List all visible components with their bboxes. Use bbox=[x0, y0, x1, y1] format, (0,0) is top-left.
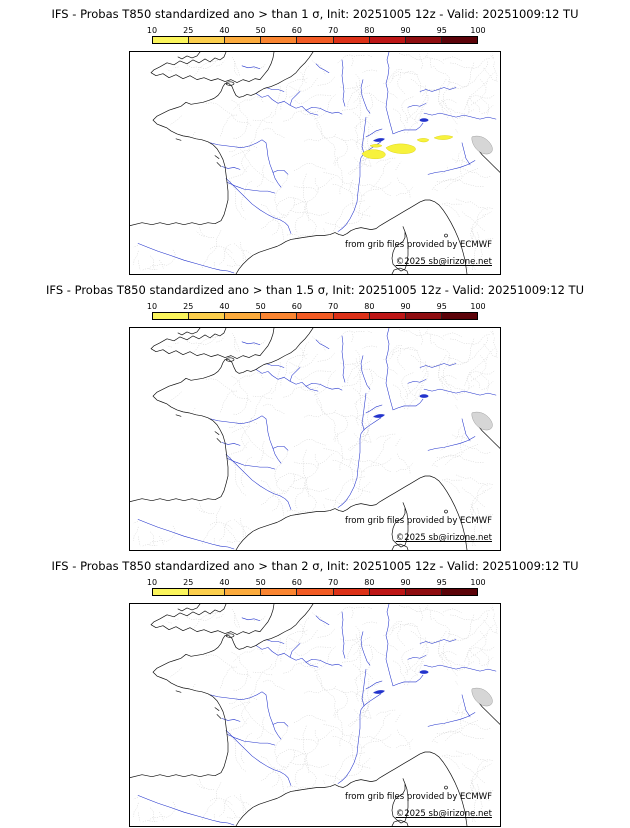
colorbar-segment bbox=[261, 313, 298, 319]
colorbar-segment bbox=[261, 589, 298, 595]
panel-title: IFS - Probas T850 standardized ano > tha… bbox=[46, 283, 584, 297]
colorbar-segment bbox=[333, 313, 370, 319]
colorbar-tick: 100 bbox=[470, 578, 486, 587]
colorbar-segment bbox=[153, 589, 190, 595]
colorbar-bar bbox=[152, 588, 478, 596]
colorbar-segment bbox=[297, 589, 334, 595]
colorbar-tick: 25 bbox=[183, 26, 194, 35]
colorbar-tick: 10 bbox=[146, 578, 158, 587]
colorbar-segment bbox=[405, 589, 442, 595]
anomaly-shading-layer bbox=[361, 135, 454, 159]
colorbar-tick: 100 bbox=[470, 26, 486, 35]
colorbar-tick: 95 bbox=[436, 578, 447, 587]
colorbar-tick: 80 bbox=[364, 26, 375, 35]
colorbar-tick: 70 bbox=[328, 578, 339, 587]
colorbar-tick: 80 bbox=[364, 578, 375, 587]
colorbar-tick: 90 bbox=[400, 302, 411, 311]
colorbar-segment bbox=[225, 313, 262, 319]
colorbar-bar bbox=[152, 36, 478, 44]
colorbar-tick: 95 bbox=[436, 302, 447, 311]
colorbar-tick: 10 bbox=[146, 26, 158, 35]
panel-title: IFS - Probas T850 standardized ano > tha… bbox=[51, 559, 579, 573]
colorbar-segment bbox=[369, 313, 406, 319]
colorbar-tick: 25 bbox=[183, 578, 194, 587]
colorbar-tick: 95 bbox=[436, 26, 447, 35]
map-sigma-1: from grib files provided by ECMWF ©2025 … bbox=[129, 51, 501, 275]
colorbar-segment bbox=[225, 37, 262, 43]
colorbar-tick: 70 bbox=[328, 26, 339, 35]
credit-copyright: ©2025 sb@irizone.net bbox=[395, 809, 492, 819]
colorbar-tick: 25 bbox=[183, 302, 194, 311]
colorbar-tick: 70 bbox=[328, 302, 339, 311]
colorbar-ticks: 10 25 40 50 60 70 80 90 95 100 bbox=[147, 577, 486, 588]
colorbar-segment bbox=[189, 589, 226, 595]
credit-copyright: ©2025 sb@irizone.net bbox=[395, 257, 492, 267]
colorbar-segment bbox=[225, 589, 262, 595]
colorbar-ticks: 10 25 40 50 60 70 80 90 95 100 bbox=[147, 25, 486, 36]
colorbar-segment bbox=[333, 589, 370, 595]
colorbar-tick: 60 bbox=[291, 26, 302, 35]
colorbar-tick: 100 bbox=[470, 302, 486, 311]
colorbar-segment bbox=[405, 37, 442, 43]
colorbar-segment bbox=[369, 589, 406, 595]
colorbar-segment bbox=[297, 37, 334, 43]
colorbar-tick: 90 bbox=[400, 578, 411, 587]
colorbar-tick: 10 bbox=[146, 302, 158, 311]
colorbar-bar bbox=[152, 312, 478, 320]
colorbar-segment bbox=[297, 313, 334, 319]
colorbar-tick: 60 bbox=[291, 578, 302, 587]
credit-provider: from grib files provided by ECMWF bbox=[345, 240, 492, 250]
map-sigma-1-5: from grib files provided by ECMWF ©2025 … bbox=[129, 327, 501, 551]
colorbar-tick: 40 bbox=[219, 302, 230, 311]
colorbar-segment bbox=[369, 37, 406, 43]
colorbar-segment bbox=[441, 313, 477, 319]
colorbar-segment bbox=[261, 37, 298, 43]
credit-copyright: ©2025 sb@irizone.net bbox=[395, 533, 492, 543]
colorbar-segment bbox=[189, 313, 226, 319]
colorbar-tick: 40 bbox=[219, 578, 230, 587]
colorbar-tick: 50 bbox=[255, 26, 266, 35]
colorbar: 10 25 40 50 60 70 80 90 95 100 bbox=[147, 577, 486, 600]
colorbar-tick: 90 bbox=[400, 26, 411, 35]
panel-sigma-1-5: IFS - Probas T850 standardized ano > tha… bbox=[0, 276, 630, 552]
colorbar-segment bbox=[441, 37, 477, 43]
colorbar-segment bbox=[441, 589, 477, 595]
colorbar-segment bbox=[153, 37, 190, 43]
colorbar-segment bbox=[333, 37, 370, 43]
colorbar: 10 25 40 50 60 70 80 90 95 100 bbox=[147, 25, 486, 48]
map-sigma-2: from grib files provided by ECMWF ©2025 … bbox=[129, 603, 501, 827]
credit-provider: from grib files provided by ECMWF bbox=[345, 516, 492, 526]
colorbar-ticks: 10 25 40 50 60 70 80 90 95 100 bbox=[147, 301, 486, 312]
colorbar-tick: 60 bbox=[291, 302, 302, 311]
colorbar-segment bbox=[405, 313, 442, 319]
colorbar-segment bbox=[189, 37, 226, 43]
colorbar: 10 25 40 50 60 70 80 90 95 100 bbox=[147, 301, 486, 324]
panel-sigma-1: IFS - Probas T850 standardized ano > tha… bbox=[0, 0, 630, 276]
colorbar-tick: 50 bbox=[255, 302, 266, 311]
credit-provider: from grib files provided by ECMWF bbox=[345, 792, 492, 802]
panel-sigma-2: IFS - Probas T850 standardized ano > tha… bbox=[0, 552, 630, 828]
colorbar-tick: 40 bbox=[219, 26, 230, 35]
panel-title: IFS - Probas T850 standardized ano > tha… bbox=[51, 7, 579, 21]
colorbar-tick: 50 bbox=[255, 578, 266, 587]
colorbar-tick: 80 bbox=[364, 302, 375, 311]
colorbar-segment bbox=[153, 313, 190, 319]
